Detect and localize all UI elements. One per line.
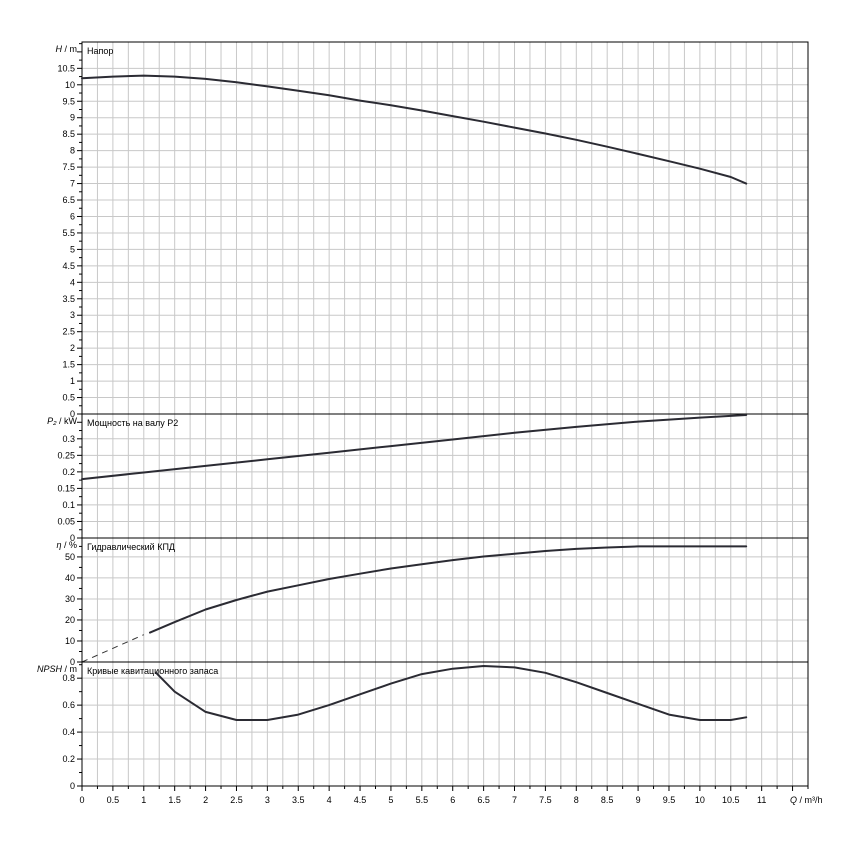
y-tick-label: 6 <box>70 211 75 221</box>
series-line-npsh <box>155 665 748 721</box>
y-tick-label: 0.2 <box>62 467 75 477</box>
panel-efficiency: 0 10 20 30 40 50 η / % Гидравлический КПД <box>56 537 809 667</box>
x-tick-label: 3 <box>265 795 270 805</box>
x-axis: 0 0.5 1 1.5 2 2.5 3 3.5 4 4.5 5 5.5 6 6.5 7 7.5 8 8.5 9 9.5… <box>79 786 823 805</box>
series-line-head <box>81 74 748 185</box>
x-tick-label: 2 <box>203 795 208 805</box>
x-tick-label: 8 <box>574 795 579 805</box>
x-tick-label: 0 <box>79 795 84 805</box>
panel-head: 0 0.5 1 1.5 2 2.5 3 3.5 4 4.5 5 5.5 6 6.5 7 7.5 8 8.5 9 9.5… <box>56 41 809 419</box>
y-tick-label: 0.8 <box>62 673 75 683</box>
y-tick-label: 1.5 <box>62 360 75 370</box>
y-tick-label: 0.05 <box>57 516 75 526</box>
x-tick-label: 9.5 <box>663 795 676 805</box>
y-tick-label: 20 <box>65 615 75 625</box>
x-tick-label: 1 <box>141 795 146 805</box>
panel-title: Кривые кавитационного запаса <box>87 666 218 676</box>
y-tick-label: 8.5 <box>62 129 75 139</box>
x-tick-label: 10.5 <box>722 795 740 805</box>
series-line-power <box>81 414 748 481</box>
y-tick-label: 9 <box>70 113 75 123</box>
dashed-extension-line <box>81 634 144 663</box>
y-tick-label: 0.1 <box>62 500 75 510</box>
y-tick-label: 0 <box>70 533 75 543</box>
y-tick-label: 2 <box>70 343 75 353</box>
y-axis-label: P₂ / kW <box>47 416 77 426</box>
x-tick-label: 6.5 <box>477 795 490 805</box>
y-tick-label: 10 <box>65 80 75 90</box>
x-tick-label: 10 <box>695 795 705 805</box>
y-tick-label: 5 <box>70 244 75 254</box>
x-tick-label: 11 <box>757 795 766 805</box>
y-tick-label: 4.5 <box>62 261 75 271</box>
panel-frame <box>81 661 809 787</box>
series-line-efficiency <box>149 545 748 634</box>
y-tick-label: 5.5 <box>62 228 75 238</box>
panel-frame <box>81 413 809 539</box>
y-axis-label: H / m <box>56 44 78 54</box>
y-tick-label: 10.5 <box>57 63 75 73</box>
y-tick-label: 8 <box>70 146 75 156</box>
y-tick-label: 9.5 <box>62 96 75 106</box>
panel-power: 0 0.05 0.1 0.15 0.2 0.25 0.3 P₂ / kW Мощность на… <box>47 413 809 543</box>
x-tick-label: 4 <box>327 795 332 805</box>
y-tick-label: 0 <box>70 781 75 791</box>
y-tick-label: 0.15 <box>57 483 75 493</box>
y-axis-label: NPSH / m <box>37 664 77 674</box>
x-tick-label: 7 <box>512 795 517 805</box>
panel-title: Напор <box>87 46 113 56</box>
y-tick-label: 2.5 <box>62 327 75 337</box>
x-tick-label: 9 <box>636 795 641 805</box>
y-tick-label: 0.5 <box>62 393 75 403</box>
x-tick-label: 1.5 <box>168 795 181 805</box>
y-tick-label: 7 <box>70 179 75 189</box>
y-tick-label: 0.4 <box>62 727 75 737</box>
panel-title: Гидравлический КПД <box>87 542 175 552</box>
y-tick-label: 3 <box>70 310 75 320</box>
panel-frame <box>81 41 809 415</box>
y-tick-label: 6.5 <box>62 195 75 205</box>
x-tick-label: 8.5 <box>601 795 614 805</box>
x-tick-label: 6 <box>450 795 455 805</box>
x-tick-label: 0.5 <box>107 795 120 805</box>
panel-title: Мощность на валу P2 <box>87 418 178 428</box>
x-tick-label: 2.5 <box>230 795 243 805</box>
x-tick-label: 7.5 <box>539 795 552 805</box>
x-tick-label: 4.5 <box>354 795 367 805</box>
y-tick-label: 0.25 <box>57 450 75 460</box>
x-tick-label: 5.5 <box>416 795 429 805</box>
x-tick-label: 3.5 <box>292 795 305 805</box>
x-tick-label: 5 <box>388 795 393 805</box>
y-tick-label: 7.5 <box>62 162 75 172</box>
y-tick-label: 0.6 <box>62 700 75 710</box>
y-tick-label: 0.3 <box>62 434 75 444</box>
y-tick-label: 4 <box>70 277 75 287</box>
y-tick-label: 0 <box>70 657 75 667</box>
y-tick-label: 1 <box>70 376 75 386</box>
y-tick-label: 0.2 <box>62 754 75 764</box>
y-tick-label: 3.5 <box>62 294 75 304</box>
x-axis-label: Q / m³/h <box>790 795 823 805</box>
y-tick-label: 50 <box>65 552 75 562</box>
y-tick-label: 30 <box>65 594 75 604</box>
y-tick-label: 10 <box>65 636 75 646</box>
y-tick-label: 0 <box>70 409 75 419</box>
y-axis-label: η / % <box>56 540 77 550</box>
y-tick-label: 40 <box>65 573 75 583</box>
